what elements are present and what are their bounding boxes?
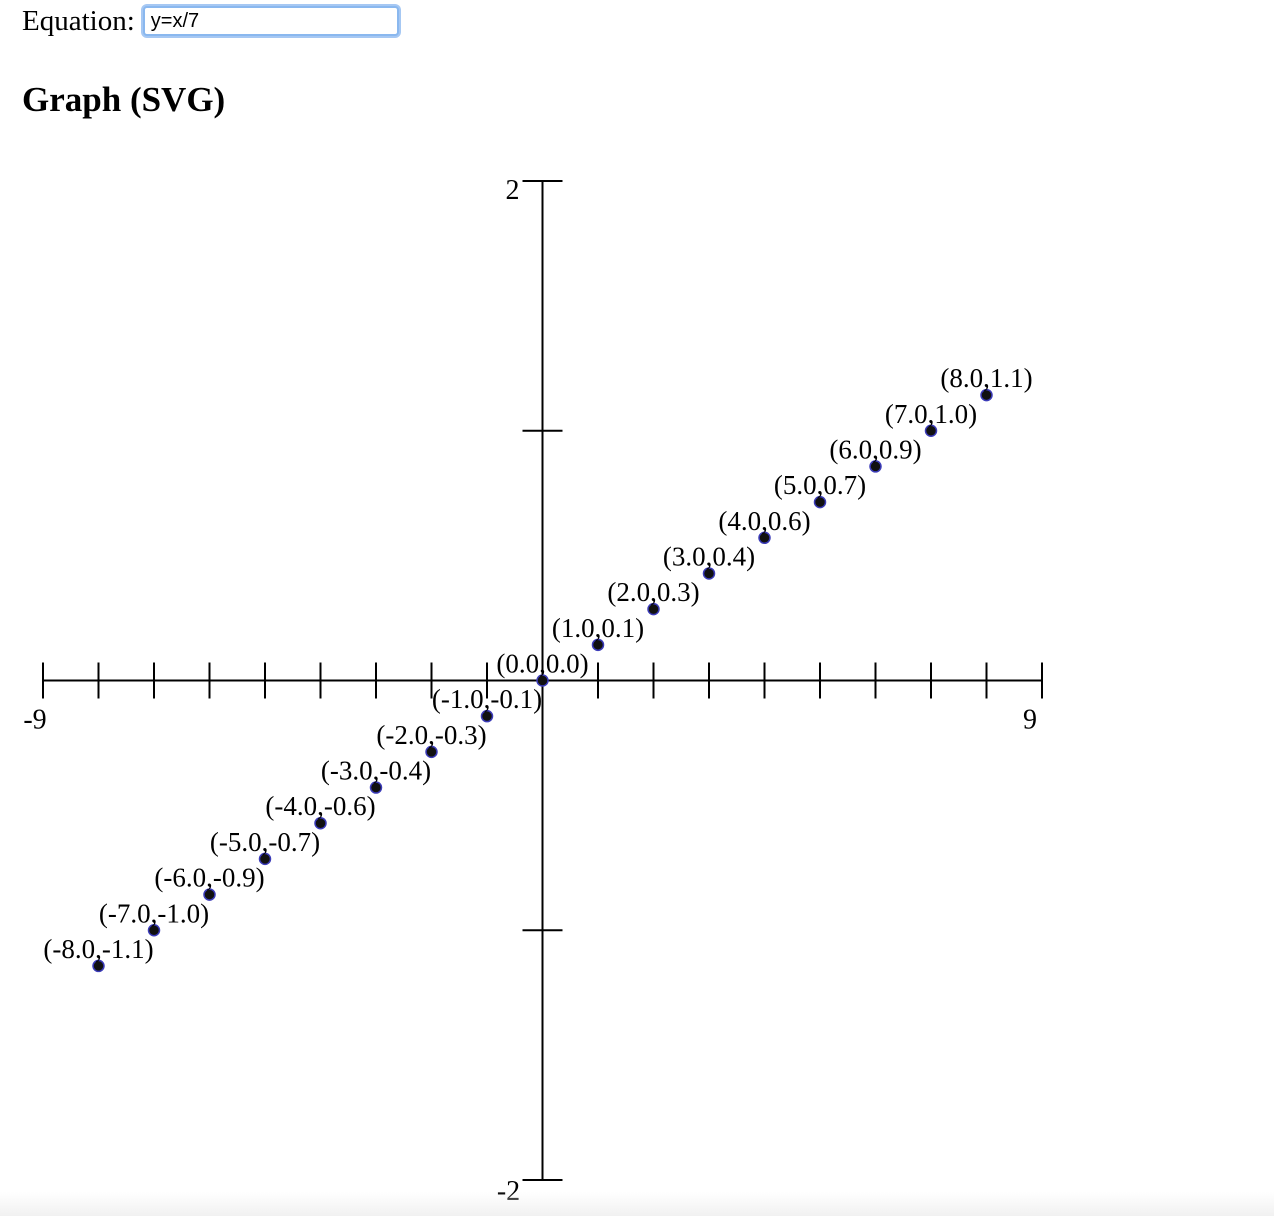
point-label: (2.0,0.3)	[607, 577, 699, 607]
y-max-label: 2	[506, 175, 520, 206]
point-label: (-7.0,-1.0)	[99, 898, 209, 928]
data-point	[702, 567, 716, 580]
graph-heading: Graph (SVG)	[22, 80, 226, 119]
equation-row: Equation:	[22, 2, 399, 40]
data-point	[591, 638, 605, 652]
data-point	[314, 816, 327, 830]
data-point	[425, 745, 438, 759]
data-point	[536, 674, 549, 687]
x-max-label: 9	[1023, 705, 1037, 736]
point-label: (0.0,0.0)	[496, 649, 588, 679]
data-point	[869, 460, 882, 473]
point-label: (7.0,1.0)	[885, 399, 977, 429]
point-label: (-4.0,-0.6)	[265, 791, 375, 821]
data-point	[813, 495, 827, 509]
point-label: (1.0,0.1)	[552, 613, 644, 643]
point-label: (-1.0,-0.1)	[432, 684, 542, 714]
data-point	[369, 781, 383, 794]
data-point	[203, 888, 216, 901]
bottom-fade	[0, 1192, 1274, 1216]
data-point	[147, 924, 161, 937]
point-label: (4.0,0.6)	[718, 506, 810, 536]
point-label: (5.0,0.7)	[774, 470, 866, 500]
point-label: (-6.0,-0.9)	[154, 863, 264, 893]
data-point	[647, 602, 660, 616]
equation-input[interactable]	[142, 6, 399, 36]
point-label: (-3.0,-0.4)	[321, 756, 431, 786]
point-label: (3.0,0.4)	[663, 541, 755, 571]
point-label: (-8.0,-1.1)	[43, 934, 153, 964]
data-point	[758, 531, 771, 545]
data-point	[480, 709, 494, 723]
data-point	[980, 388, 993, 402]
equation-label: Equation:	[22, 4, 135, 37]
data-point	[924, 424, 938, 437]
data-point	[92, 959, 105, 973]
data-point	[258, 852, 272, 866]
point-label: (-2.0,-0.3)	[376, 720, 486, 750]
point-label: (-5.0,-0.7)	[210, 827, 320, 857]
point-label: (6.0,0.9)	[829, 434, 921, 464]
point-label: (8.0,1.1)	[940, 363, 1032, 393]
x-min-label: -9	[23, 705, 46, 736]
data-points: (-8.0,-1.1) (-7.0,-1.0) (-6.0,-0.9) (-5.0,-…	[43, 363, 1033, 973]
